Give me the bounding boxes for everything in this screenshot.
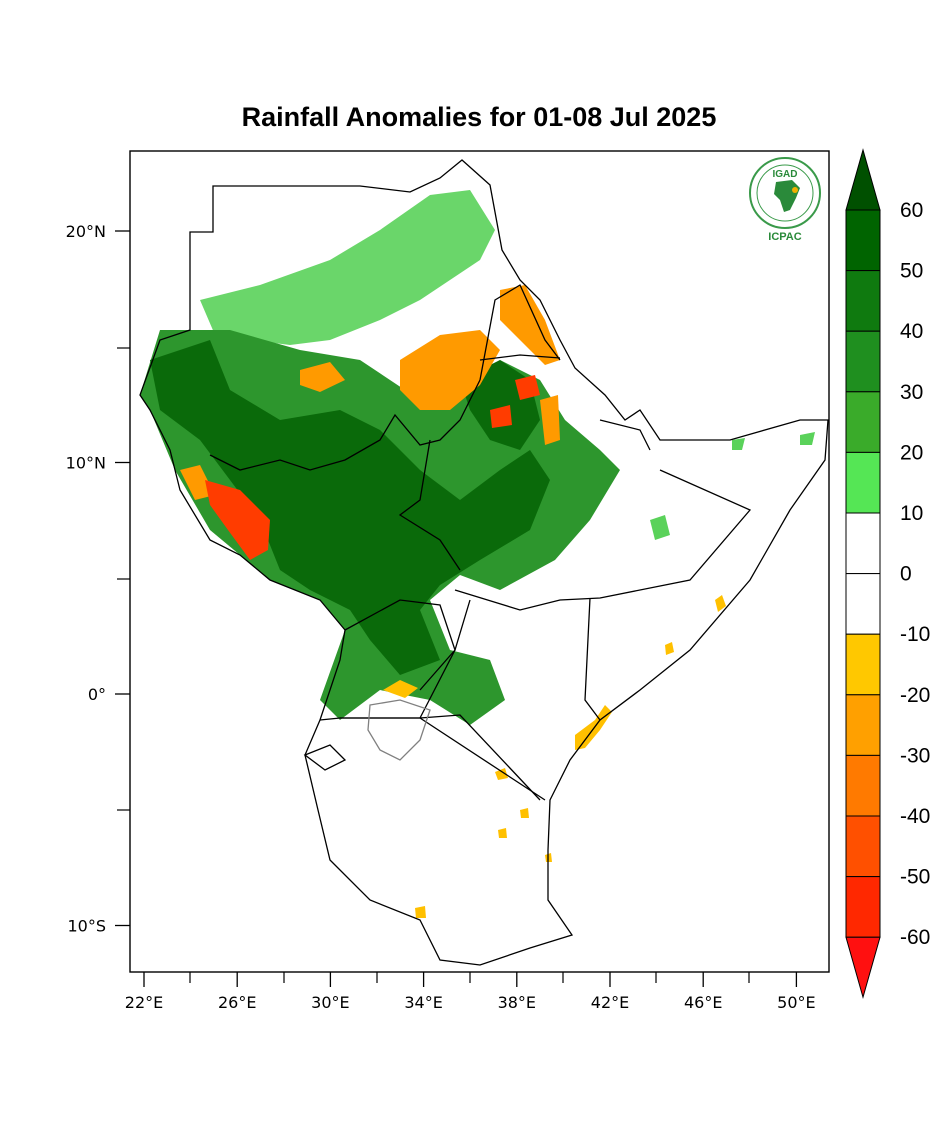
y-tick-label: 0°	[88, 685, 106, 704]
rwanda-burundi-border	[303, 744, 347, 771]
dry-anomaly-area	[495, 768, 508, 780]
wet-anomaly-area	[200, 190, 495, 345]
colorbar-level-label: 50	[900, 260, 923, 283]
logo-inner-ring	[756, 164, 814, 222]
wet-anomaly-area	[800, 432, 815, 445]
dry-anomaly-area	[498, 828, 507, 838]
y-tick-label: 10°S	[67, 917, 106, 936]
anomaly-field	[139, 159, 829, 966]
dry-anomaly-area	[715, 595, 726, 612]
colorbar-level-label: 20	[900, 441, 923, 464]
country-boundaries	[139, 159, 829, 966]
dry-anomaly-area	[515, 375, 540, 400]
x-tick-label: 22°E	[125, 993, 163, 1012]
y-tick-label: 10°N	[66, 454, 106, 473]
colorbar-min-arrow	[845, 936, 881, 1000]
x-tick-label: 30°E	[311, 993, 349, 1012]
map-title: Rainfall Anomalies for 01-08 Jul 2025	[241, 102, 717, 132]
colorbar-max-arrow	[845, 148, 881, 211]
colorbar-level-label: -30	[900, 744, 930, 767]
colorbar-bin	[845, 876, 881, 938]
x-tick-label: 50°E	[777, 993, 815, 1012]
icpac-logo: IGAD ICPAC	[749, 157, 821, 243]
colorbar-bin	[845, 512, 881, 575]
colorbar-level-label: 10	[900, 502, 923, 525]
dry-anomaly-area	[665, 642, 674, 655]
colorbar-bin	[845, 633, 881, 696]
x-tick-label: 34°E	[404, 993, 442, 1012]
x-minor-ticks	[189, 972, 750, 983]
region-outline	[139, 159, 829, 966]
logo-dot-icon	[792, 187, 798, 193]
colorbar-bin	[845, 451, 881, 514]
dry-anomalies	[180, 285, 726, 918]
logo-top-text: IGAD	[773, 169, 798, 180]
colorbar-bin	[845, 209, 881, 272]
tanzania-border	[319, 717, 546, 801]
colorbar-level-label: -10	[900, 623, 930, 646]
dry-anomaly-area	[400, 330, 500, 410]
colorbar-bin	[845, 270, 881, 332]
dry-anomaly-area	[520, 808, 529, 818]
dry-anomaly-area	[180, 465, 215, 500]
logo-bottom-text: ICPAC	[768, 231, 801, 243]
y-axis: 20°N 10°N 0° 10°S	[66, 222, 130, 936]
south-sudan-ethiopia-border	[398, 439, 461, 571]
colorbar: 60 50 40 30 20 10 0 -10 -20 -30 -40 -50 -60	[845, 148, 930, 1000]
wet-anomaly-area	[150, 340, 550, 675]
uganda-border	[344, 599, 456, 691]
djibouti-border	[599, 419, 651, 451]
dry-anomaly-area	[490, 405, 512, 428]
y-minor-ticks	[117, 347, 130, 811]
wet-anomaly-area	[650, 515, 670, 540]
colorbar-level-label: -50	[900, 866, 930, 889]
x-axis: 22°E 26°E 30°E 34°E 38°E 42°E 46°E 50°E	[125, 972, 816, 1012]
plot-frame	[129, 150, 830, 973]
wet-anomalies	[140, 190, 815, 725]
dry-anomaly-area	[575, 705, 612, 750]
lake-victoria	[367, 699, 431, 761]
x-tick-label: 46°E	[684, 993, 722, 1012]
colorbar-bin	[845, 573, 881, 635]
colorbar-level-label: -20	[900, 684, 930, 707]
ethiopia-border	[454, 354, 752, 611]
colorbar-level-label: -60	[900, 926, 930, 949]
colorbar-level-label: 60	[900, 199, 923, 222]
colorbar-bin	[845, 391, 881, 453]
y-tick-label: 20°N	[66, 222, 106, 241]
colorbar-bin	[845, 330, 881, 393]
wet-anomaly-area	[732, 438, 745, 450]
x-tick-label: 42°E	[591, 993, 629, 1012]
dry-anomaly-area	[205, 480, 270, 560]
sudan-south-sudan-border	[209, 379, 481, 471]
colorbar-level-label: -40	[900, 805, 930, 828]
colorbar-bin	[845, 815, 881, 878]
x-tick-label: 38°E	[498, 993, 536, 1012]
colorbar-bin	[845, 694, 881, 756]
dry-anomaly-area	[300, 362, 345, 392]
dry-anomaly-area	[383, 680, 418, 698]
colorbar-level-label: 40	[900, 320, 923, 343]
eritrea-border	[479, 284, 561, 381]
dry-anomaly-area	[415, 906, 426, 918]
dry-anomaly-area	[540, 395, 560, 445]
dry-anomaly-area	[500, 285, 560, 365]
colorbar-level-label: 30	[900, 381, 923, 404]
x-tick-label: 26°E	[218, 993, 256, 1012]
colorbar-level-label: 0	[900, 563, 912, 586]
colorbar-bin	[845, 754, 881, 817]
